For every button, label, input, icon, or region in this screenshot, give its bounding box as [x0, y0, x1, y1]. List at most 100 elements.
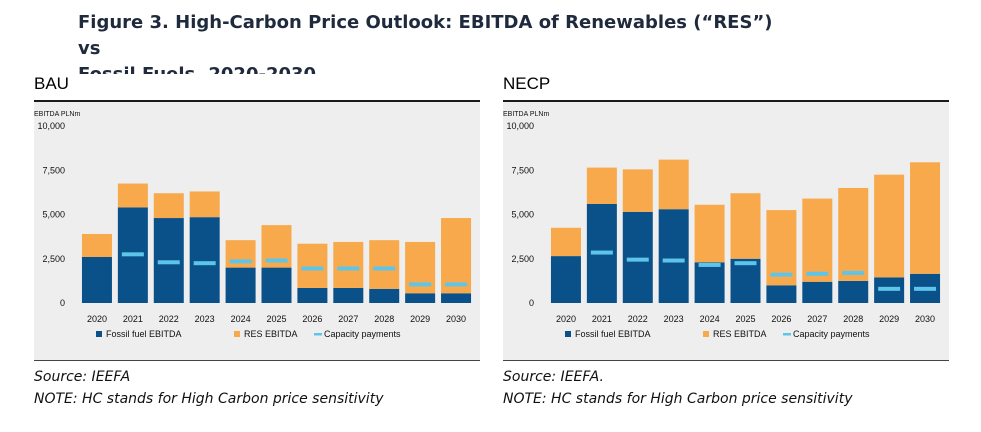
- left-divider: [34, 360, 480, 361]
- bau-capacity-marker: [373, 266, 396, 271]
- necp-x-tick-label: 2022: [628, 314, 648, 324]
- necp-legend-label: Fossil fuel EBITDA: [575, 329, 651, 339]
- bau-bar-fossil: [297, 287, 328, 303]
- necp-capacity-marker: [734, 261, 757, 266]
- bau-chart: EBITDA PLNm 0 2,500 5,000 7,500 10,000 2020 202…: [34, 111, 472, 339]
- bau-legend-swatch: [234, 331, 240, 337]
- bau-x-tick-label: 2022: [159, 314, 179, 324]
- bau-x-tick-label: 2020: [87, 314, 107, 324]
- necp-bar-res: [694, 204, 725, 263]
- bau-bar-res: [297, 243, 328, 288]
- necp-bar-fossil: [802, 281, 833, 303]
- bau-bar-fossil: [81, 256, 112, 303]
- necp-bar-fossil: [550, 256, 581, 303]
- bau-x-tick-label: 2028: [374, 314, 394, 324]
- necp-x-tick-label: 2028: [843, 314, 863, 324]
- necp-x-tick-label: 2025: [735, 314, 755, 324]
- necp-bar-res: [802, 198, 833, 282]
- necp-bar-fossil: [838, 280, 869, 303]
- necp-x-tick-label: 2020: [556, 314, 576, 324]
- necp-y-tick-label: 5,000: [511, 210, 534, 220]
- necp-bar-res: [910, 162, 941, 274]
- bau-y-tick-label: 0: [60, 298, 65, 308]
- necp-capacity-marker: [878, 286, 901, 291]
- necp-legend-swatch: [703, 331, 709, 337]
- bau-y-tick-label: 7,500: [42, 165, 65, 175]
- necp-capacity-marker: [842, 270, 865, 275]
- necp-bar-fossil: [658, 209, 689, 303]
- necp-y-axis-label: EBITDA PLNm: [503, 111, 549, 118]
- bau-capacity-marker: [301, 266, 324, 271]
- bau-legend-swatch: [96, 331, 102, 337]
- bau-bar-fossil: [261, 267, 292, 303]
- necp-x-tick-label: 2026: [771, 314, 791, 324]
- necp-capacity-marker: [590, 250, 613, 255]
- bau-x-tick-label: 2027: [338, 314, 358, 324]
- necp-x-tick-label: 2030: [915, 314, 935, 324]
- bau-legend-swatch: [314, 333, 322, 336]
- necp-x-tick-label: 2029: [879, 314, 899, 324]
- necp-capacity-marker: [806, 271, 829, 276]
- bau-bar-res: [189, 191, 220, 218]
- bau-capacity-marker: [157, 260, 180, 265]
- necp-legend-label: Capacity payments: [793, 329, 870, 339]
- necp-chart: EBITDA PLNm 0 2,500 5,000 7,500 10,000 2020 202…: [503, 111, 941, 339]
- bau-capacity-marker: [337, 266, 360, 271]
- bau-capacity-marker: [445, 282, 468, 287]
- right-footnotes: Source: IEEFA. NOTE: HC stands for High …: [503, 366, 852, 410]
- bau-capacity-marker: [265, 258, 288, 263]
- bau-panel-header: BAU: [34, 74, 480, 102]
- bau-legend-label: Fossil fuel EBITDA: [106, 329, 182, 339]
- necp-capacity-marker: [626, 257, 649, 262]
- right-note: NOTE: HC stands for High Carbon price se…: [503, 391, 853, 407]
- left-note: NOTE: HC stands for High Carbon price se…: [34, 391, 384, 407]
- bau-x-tick-label: 2030: [446, 314, 466, 324]
- bau-bar-res: [81, 233, 112, 257]
- necp-bar-res: [730, 193, 761, 259]
- bau-capacity-marker: [121, 252, 144, 257]
- necp-bar-fossil: [730, 258, 761, 303]
- bau-legend-label: Capacity payments: [324, 329, 401, 339]
- necp-y-tick-label: 10,000: [506, 121, 534, 131]
- necp-legend-swatch: [565, 331, 571, 337]
- bau-capacity-marker: [409, 282, 432, 287]
- necp-bar-res: [874, 174, 905, 278]
- necp-capacity-marker: [770, 272, 793, 277]
- left-source: Source: IEEFA: [34, 369, 131, 385]
- bau-bar-res: [153, 193, 184, 219]
- bau-x-tick-label: 2023: [195, 314, 215, 324]
- figure-title-line-1: Figure 3. High-Carbon Price Outlook: EBI…: [78, 12, 773, 59]
- bau-bar-fossil: [189, 217, 220, 303]
- bau-bar-fossil: [405, 293, 436, 303]
- bau-capacity-marker: [229, 259, 252, 264]
- bau-chart-title: BAU: [34, 74, 69, 93]
- bau-y-tick-label: 10,000: [37, 121, 65, 131]
- bau-chart-panel: BAU EBITDA PLNm 0 2,500 5,000 7,500 10,000 202…: [34, 74, 480, 360]
- necp-chart-panel: NECP EBITDA PLNm 0 2,500 5,000 7,500 10,000 20…: [503, 74, 949, 360]
- necp-capacity-marker: [698, 262, 721, 267]
- necp-bar-fossil: [622, 211, 653, 303]
- necp-y-tick-label: 7,500: [511, 165, 534, 175]
- necp-x-tick-label: 2024: [700, 314, 720, 324]
- bau-bar-fossil: [225, 267, 256, 303]
- bau-x-tick-label: 2029: [410, 314, 430, 324]
- necp-x-tick-label: 2027: [807, 314, 827, 324]
- necp-bar-res: [622, 169, 653, 212]
- necp-x-tick-label: 2021: [592, 314, 612, 324]
- left-footnotes: Source: IEEFA NOTE: HC stands for High C…: [34, 366, 383, 410]
- bau-legend-label: RES EBITDA: [244, 329, 298, 339]
- bau-y-tick-label: 5,000: [42, 210, 65, 220]
- necp-bar-res: [550, 227, 581, 257]
- bau-bar-fossil: [333, 287, 364, 303]
- necp-x-tick-label: 2023: [664, 314, 684, 324]
- bau-x-tick-label: 2021: [123, 314, 143, 324]
- bau-x-tick-label: 2024: [231, 314, 251, 324]
- bau-bar-res: [369, 240, 400, 289]
- bau-y-axis-label: EBITDA PLNm: [34, 111, 80, 118]
- necp-bar-fossil: [694, 262, 725, 303]
- bau-x-tick-label: 2025: [266, 314, 286, 324]
- bau-bar-res: [225, 240, 256, 268]
- necp-legend-swatch: [783, 333, 791, 336]
- necp-capacity-marker: [662, 258, 685, 263]
- bau-bar-res: [117, 183, 148, 208]
